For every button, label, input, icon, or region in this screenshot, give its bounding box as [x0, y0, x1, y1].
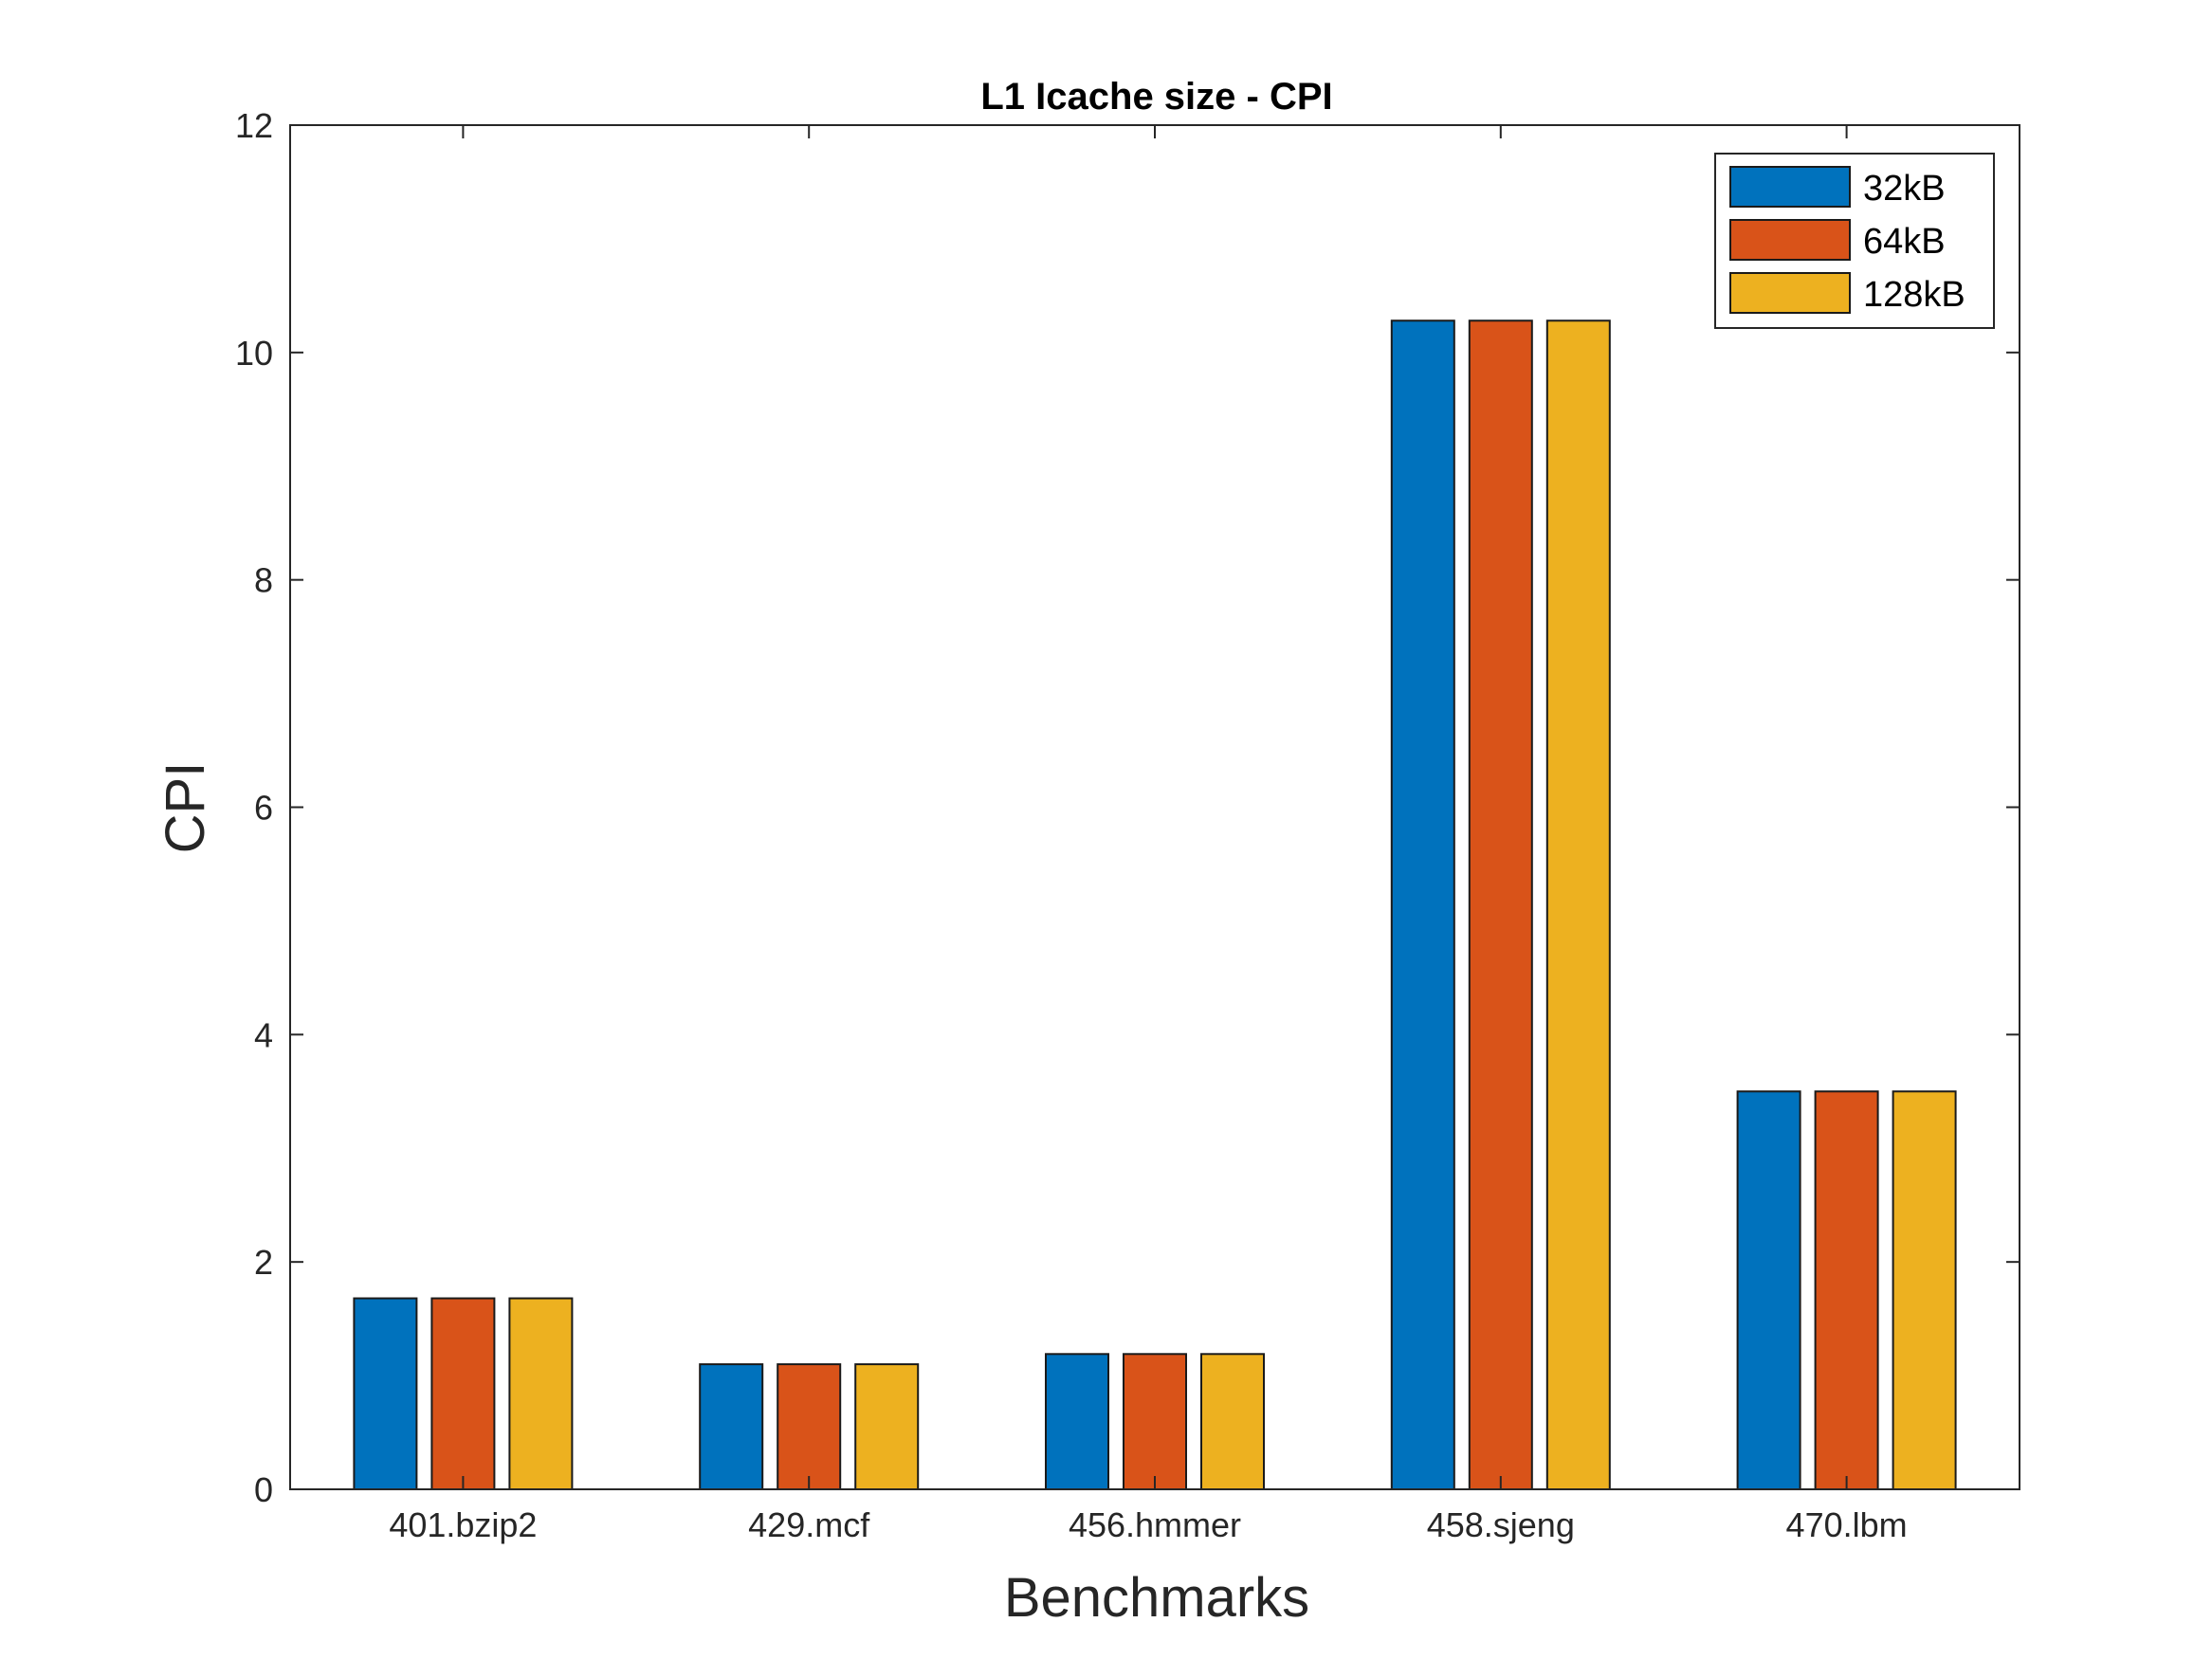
legend-swatch-32kB [1729, 166, 1851, 208]
y-tick-label: 8 [254, 561, 273, 600]
ticks-layer: 0 2 4 6 8 10 12 401.bzip2 429.mcf 456.hmmer 458.sj… [235, 106, 2020, 1544]
bar-64kB-470.lbm [1814, 1090, 1879, 1490]
bar-32kB-429.mcf [699, 1363, 764, 1491]
bar-64kB-401.bzip2 [430, 1297, 496, 1491]
bar-64kB-456.hmmer [1123, 1353, 1187, 1491]
bar-128kB-401.bzip2 [508, 1297, 574, 1491]
y-tick-label: 4 [254, 1015, 273, 1054]
bar-64kB-458.sjeng [1468, 319, 1533, 1490]
legend-swatch-64kB [1729, 219, 1851, 261]
x-tick-label: 470.lbm [1786, 1505, 1908, 1544]
bar-128kB-458.sjeng [1545, 319, 1611, 1490]
legend-label-64kB: 64kB [1863, 222, 1946, 262]
bar-128kB-470.lbm [1892, 1090, 1957, 1490]
bar-32kB-456.hmmer [1045, 1353, 1109, 1491]
legend: 32kB 64kB 128kB [1714, 153, 1995, 329]
bar-32kB-401.bzip2 [353, 1297, 418, 1491]
x-tick-label: 429.mcf [748, 1505, 870, 1544]
y-tick-label: 12 [235, 106, 273, 145]
x-tick-label: 401.bzip2 [389, 1505, 537, 1544]
y-axis-label: CPI [155, 762, 216, 854]
bar-128kB-429.mcf [854, 1363, 920, 1491]
legend-label-32kB: 32kB [1863, 169, 1946, 209]
x-tick-label: 458.sjeng [1427, 1505, 1575, 1544]
bar-32kB-458.sjeng [1390, 319, 1455, 1490]
bar-64kB-429.mcf [777, 1363, 842, 1491]
x-axis-label: Benchmarks [1004, 1567, 1309, 1629]
legend-label-128kB: 128kB [1863, 275, 1965, 315]
y-tick-label: 0 [254, 1470, 273, 1509]
y-tick-label: 2 [254, 1243, 273, 1282]
y-tick-label: 10 [235, 334, 273, 373]
x-tick-label: 456.hmmer [1069, 1505, 1241, 1544]
legend-swatch-128kB [1729, 272, 1851, 314]
bars-layer [353, 319, 1957, 1491]
chart-title: L1 Icache size - CPI [980, 76, 1332, 118]
y-tick-label: 6 [254, 789, 273, 828]
bar-32kB-470.lbm [1736, 1090, 1801, 1490]
bar-128kB-456.hmmer [1200, 1353, 1265, 1491]
